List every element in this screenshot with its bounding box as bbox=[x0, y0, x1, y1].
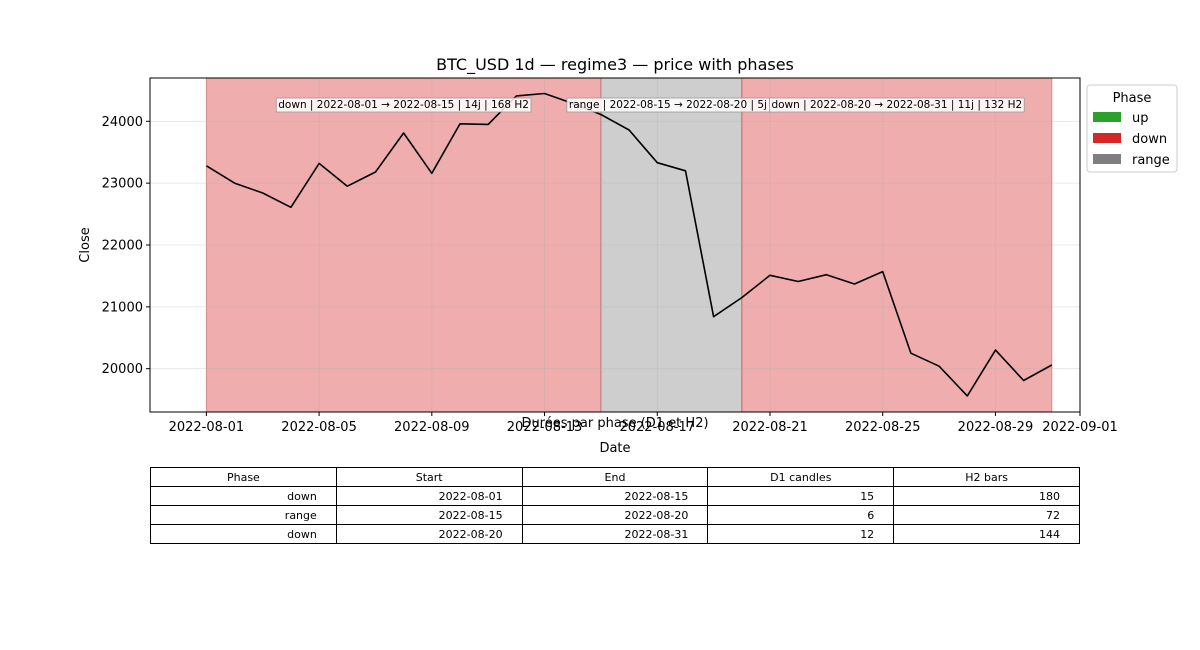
x-tick-label: 2022-08-29 bbox=[958, 420, 1034, 435]
table-cell: 2022-08-01 bbox=[335, 486, 523, 506]
legend-swatch-down bbox=[1093, 133, 1121, 143]
phase-label-down: down | 2022-08-20 → 2022-08-31 | 11j | 1… bbox=[769, 97, 1025, 113]
x-tick-label: 2022-08-09 bbox=[394, 420, 470, 435]
table-cell: 12 bbox=[707, 524, 895, 544]
table-header-cell: Start bbox=[335, 467, 523, 487]
legend-box bbox=[1086, 84, 1178, 173]
phase-band-range bbox=[600, 77, 743, 413]
x-axis-label: Date bbox=[599, 441, 630, 456]
legend-label-range: range bbox=[1132, 153, 1170, 168]
phase-label-box bbox=[769, 97, 1025, 113]
y-tick-label: 20000 bbox=[102, 362, 143, 377]
x-tick-label: 2022-09-01 bbox=[1042, 420, 1118, 435]
x-tick-label: 2022-08-05 bbox=[281, 420, 357, 435]
phase-label-box bbox=[275, 97, 532, 113]
legend-swatch-range bbox=[1093, 154, 1121, 164]
legend-title: Phase bbox=[1113, 91, 1152, 106]
y-axis-label: Close bbox=[78, 227, 93, 262]
table-cell: range bbox=[150, 505, 337, 525]
phase-label-text: down | 2022-08-01 → 2022-08-15 | 14j | 1… bbox=[278, 99, 529, 111]
chart-title: BTC_USD 1d — regime3 — price with phases bbox=[436, 55, 794, 75]
table-cell: 2022-08-31 bbox=[521, 524, 709, 544]
table-header-cell: H2 bars bbox=[893, 467, 1080, 487]
table-cell: 2022-08-20 bbox=[521, 505, 709, 525]
table-header-row: Phase Start End D1 candles H2 bars bbox=[150, 467, 1080, 487]
price-line bbox=[205, 92, 1053, 397]
x-tick-label: 2022-08-21 bbox=[732, 420, 808, 435]
table-title: Durées par phase (D1 et H2) bbox=[521, 416, 708, 431]
phase-label-down: down | 2022-08-01 → 2022-08-15 | 14j | 1… bbox=[275, 97, 532, 113]
phase-label-text: range | 2022-08-15 → 2022-08-20 | 5j | bbox=[569, 99, 774, 111]
legend-label-up: up bbox=[1132, 111, 1149, 126]
table-cell: 6 bbox=[707, 505, 895, 525]
phase-label-range: range | 2022-08-15 → 2022-08-20 | 5j | bbox=[566, 97, 777, 113]
phase-labels: down | 2022-08-01 → 2022-08-15 | 14j | 1… bbox=[275, 97, 1025, 113]
table-cell: 144 bbox=[893, 524, 1080, 544]
x-tick-label: 2022-08-13 bbox=[507, 420, 583, 435]
table-header-cell: End bbox=[521, 467, 709, 487]
x-tick-label: 2022-08-25 bbox=[845, 420, 921, 435]
table-header-cell: Phase bbox=[150, 467, 337, 487]
table-row: down 2022-08-01 2022-08-15 15 180 bbox=[150, 486, 1080, 506]
table-header-cell: D1 candles bbox=[707, 467, 895, 487]
x-tick-label: 2022-08-17 bbox=[619, 420, 695, 435]
table-cell: 2022-08-15 bbox=[521, 486, 709, 506]
table-cell: 180 bbox=[893, 486, 1080, 506]
x-tick-label: 2022-08-01 bbox=[169, 420, 245, 435]
y-tick-label: 23000 bbox=[102, 177, 143, 192]
table-cell: down bbox=[150, 524, 337, 544]
table-cell: 72 bbox=[893, 505, 1080, 525]
y-tick-label: 22000 bbox=[102, 239, 143, 254]
legend-label-down: down bbox=[1132, 132, 1167, 147]
legend: Phase up down range bbox=[1086, 84, 1178, 173]
legend-swatch-up bbox=[1093, 112, 1121, 122]
table-cell: down bbox=[150, 486, 337, 506]
y-tick-label: 24000 bbox=[102, 115, 143, 130]
table-row: range 2022-08-15 2022-08-20 6 72 bbox=[150, 505, 1080, 525]
phase-label-text: down | 2022-08-20 → 2022-08-31 | 11j | 1… bbox=[771, 99, 1022, 111]
axis-ticks: 20000 21000 22000 23000 24000 2022-08-01 2022-… bbox=[102, 115, 1118, 435]
table-row: down 2022-08-20 2022-08-31 12 144 bbox=[150, 524, 1080, 544]
y-tick-label: 21000 bbox=[102, 300, 143, 315]
price-line-layer bbox=[205, 92, 1053, 397]
table-cell: 2022-08-15 bbox=[335, 505, 523, 525]
table-cell: 15 bbox=[707, 486, 895, 506]
phase-duration-table: Phase Start End D1 candles H2 bars down … bbox=[150, 467, 1080, 544]
table-cell: 2022-08-20 bbox=[335, 524, 523, 544]
